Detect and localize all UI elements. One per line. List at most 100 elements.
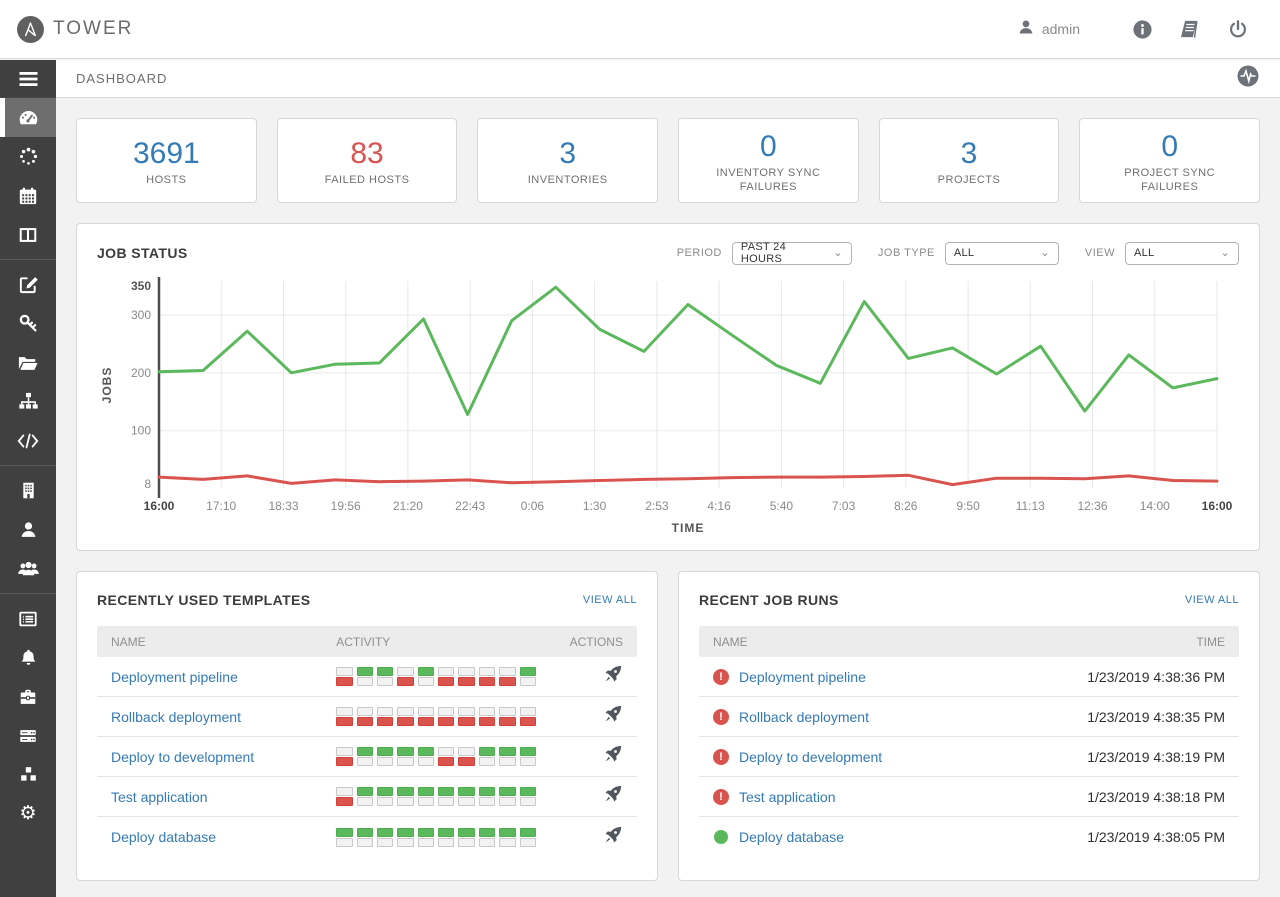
activity-fail-cell[interactable]	[438, 747, 455, 766]
activity-success-cell[interactable]	[519, 787, 536, 806]
launch-rocket-icon[interactable]	[603, 825, 623, 850]
brand-logo[interactable]: TOWER	[17, 15, 133, 43]
activity-fail-cell[interactable]	[519, 707, 536, 726]
job-runs-view-all-link[interactable]: VIEW ALL	[1184, 594, 1239, 606]
sidebar-item-jobs[interactable]	[0, 137, 56, 176]
activity-fail-cell[interactable]	[336, 747, 353, 766]
launch-rocket-icon[interactable]	[603, 704, 623, 729]
sidebar-item-teams[interactable]	[0, 549, 56, 588]
docs-book-button[interactable]	[1166, 19, 1214, 39]
activity-success-cell[interactable]	[519, 667, 536, 686]
activity-success-cell[interactable]	[478, 747, 496, 766]
activity-fail-cell[interactable]	[417, 707, 435, 726]
activity-success-cell[interactable]	[376, 787, 394, 806]
activity-success-cell[interactable]	[397, 787, 414, 806]
stat-card-project-sync-failures[interactable]: 0 PROJECT SYNC FAILURES	[1079, 118, 1261, 203]
activity-success-cell[interactable]	[376, 667, 394, 686]
sidebar-item-users[interactable]	[0, 510, 56, 549]
activity-success-cell[interactable]	[336, 827, 353, 847]
template-name-link[interactable]: Rollback deployment	[111, 708, 241, 725]
activity-success-cell[interactable]	[499, 747, 516, 766]
view-select[interactable]: ALL ⌄	[1125, 241, 1239, 265]
sidebar-item-schedules[interactable]	[0, 176, 56, 215]
job-status-chart[interactable]: 8 100 200 300 350 16:00 17:10 18:33 19:56 21:20 22…	[97, 272, 1239, 545]
activity-fail-cell[interactable]	[499, 707, 516, 726]
activity-fail-cell[interactable]	[478, 667, 496, 686]
activity-success-cell[interactable]	[417, 787, 435, 806]
activity-success-cell[interactable]	[458, 827, 475, 847]
activity-success-cell[interactable]	[478, 827, 496, 847]
template-name-link[interactable]: Deployment pipeline	[111, 668, 238, 685]
activity-fail-cell[interactable]	[376, 707, 394, 726]
activity-fail-cell[interactable]	[458, 747, 475, 766]
activity-success-cell[interactable]	[519, 747, 536, 766]
period-select[interactable]: PAST 24 HOURS ⌄	[731, 241, 852, 265]
activity-success-cell[interactable]	[438, 787, 455, 806]
stat-card-inventory-sync-failures[interactable]: 0 INVENTORY SYNC FAILURES	[678, 118, 859, 203]
activity-fail-cell[interactable]	[397, 707, 414, 726]
activity-stream-button[interactable]	[1236, 64, 1260, 93]
power-logout-button[interactable]	[1214, 19, 1262, 39]
activity-success-cell[interactable]	[356, 787, 373, 806]
templates-view-all-link[interactable]: VIEW ALL	[582, 594, 637, 606]
template-name-link[interactable]: Deploy to development	[111, 748, 255, 765]
launch-rocket-icon[interactable]	[603, 784, 623, 809]
job-run-link[interactable]: Test application	[739, 788, 836, 805]
stat-card-failed-hosts[interactable]: 83 FAILED HOSTS	[276, 118, 458, 203]
stat-card-projects[interactable]: 3 PROJECTS	[878, 118, 1060, 203]
activity-fail-cell[interactable]	[478, 707, 496, 726]
user-menu[interactable]: admin	[1017, 18, 1080, 41]
activity-success-cell[interactable]	[458, 787, 475, 806]
activity-success-cell[interactable]	[376, 747, 394, 766]
activity-success-cell[interactable]	[478, 787, 496, 806]
breadcrumb[interactable]: DASHBOARD	[76, 71, 168, 86]
activity-success-cell[interactable]	[397, 827, 414, 847]
template-name-link[interactable]: Deploy database	[111, 829, 217, 845]
activity-success-cell[interactable]	[438, 827, 455, 847]
activity-success-cell[interactable]	[356, 747, 373, 766]
sidebar-item-portal-mode[interactable]	[0, 215, 56, 254]
activity-fail-cell[interactable]	[458, 667, 475, 686]
template-name-link[interactable]: Test application	[111, 788, 208, 805]
activity-fail-cell[interactable]	[336, 787, 353, 806]
sidebar-item-applications[interactable]	[0, 755, 56, 794]
activity-fail-cell[interactable]	[458, 707, 475, 726]
stat-card-hosts[interactable]: 3691 HOSTS	[76, 118, 257, 203]
info-button[interactable]	[1118, 19, 1166, 40]
activity-success-cell[interactable]	[376, 827, 394, 847]
sidebar-item-inventory-scripts[interactable]	[0, 421, 56, 460]
activity-success-cell[interactable]	[519, 827, 536, 847]
activity-fail-cell[interactable]	[499, 667, 516, 686]
sidebar-item-templates[interactable]	[0, 265, 56, 304]
job-run-link[interactable]: Deploy to development	[739, 748, 883, 765]
activity-success-cell[interactable]	[499, 827, 516, 847]
activity-fail-cell[interactable]	[336, 707, 353, 726]
sidebar-item-inventories[interactable]	[0, 382, 56, 421]
sidebar-item-credential-types[interactable]	[0, 599, 56, 638]
job-run-link[interactable]: Deploy database	[739, 829, 845, 845]
activity-success-cell[interactable]	[417, 747, 435, 766]
job-run-link[interactable]: Deployment pipeline	[739, 668, 866, 685]
sidebar-toggle-menu[interactable]	[0, 60, 56, 98]
activity-success-cell[interactable]	[356, 827, 373, 847]
activity-success-cell[interactable]	[417, 667, 435, 686]
sidebar-item-projects[interactable]	[0, 343, 56, 382]
activity-fail-cell[interactable]	[438, 707, 455, 726]
sidebar-item-settings[interactable]: ⚙	[0, 794, 56, 833]
sidebar-item-management-jobs[interactable]	[0, 677, 56, 716]
activity-success-cell[interactable]	[417, 827, 435, 847]
sidebar-item-instance-groups[interactable]	[0, 716, 56, 755]
activity-fail-cell[interactable]	[356, 707, 373, 726]
sidebar-item-organizations[interactable]	[0, 471, 56, 510]
activity-fail-cell[interactable]	[438, 667, 455, 686]
job-type-select[interactable]: ALL ⌄	[944, 241, 1059, 265]
activity-success-cell[interactable]	[356, 667, 373, 686]
activity-success-cell[interactable]	[499, 787, 516, 806]
activity-fail-cell[interactable]	[336, 667, 353, 686]
sidebar-item-dashboard[interactable]	[0, 98, 56, 137]
activity-fail-cell[interactable]	[397, 667, 414, 686]
stat-card-inventories[interactable]: 3 INVENTORIES	[477, 118, 659, 203]
job-run-link[interactable]: Rollback deployment	[739, 708, 869, 725]
sidebar-item-notifications[interactable]	[0, 638, 56, 677]
launch-rocket-icon[interactable]	[603, 744, 623, 769]
